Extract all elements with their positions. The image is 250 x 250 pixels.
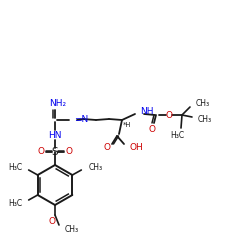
Text: HN: HN <box>48 130 62 140</box>
Text: *H: *H <box>123 122 131 128</box>
Text: CH₃: CH₃ <box>198 114 212 124</box>
Text: H₃C: H₃C <box>170 130 184 140</box>
Text: H₃C: H₃C <box>8 162 23 172</box>
Text: H₃C: H₃C <box>8 198 23 207</box>
Text: NH: NH <box>140 106 153 116</box>
Text: CH₃: CH₃ <box>65 226 79 234</box>
Text: O: O <box>166 110 172 120</box>
Text: NH₂: NH₂ <box>50 100 66 108</box>
Text: O: O <box>148 126 156 134</box>
Text: O: O <box>38 148 44 156</box>
Text: S: S <box>52 147 58 157</box>
Text: O: O <box>66 148 72 156</box>
Text: CH₃: CH₃ <box>196 98 210 108</box>
Text: O: O <box>104 144 110 152</box>
Text: OH: OH <box>130 144 144 152</box>
Text: =N: =N <box>74 116 88 124</box>
Text: CH₃: CH₃ <box>88 162 102 172</box>
Text: O: O <box>48 216 56 226</box>
